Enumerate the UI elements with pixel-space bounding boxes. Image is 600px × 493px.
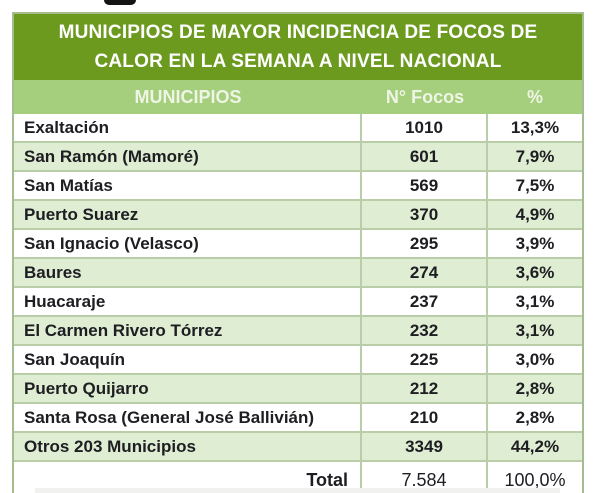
pct-cell: 7,5% (515, 175, 555, 195)
focos-cell: 569 (362, 172, 488, 199)
pct-cell: 3,1% (515, 320, 555, 340)
municipio-cell: San Ramón (Mamoré) (14, 143, 362, 170)
focos-cell: 274 (362, 259, 488, 286)
table-row: El Carmen Rivero Tórrez 232 3,1% (14, 315, 582, 344)
total-pct: 100,0% (504, 470, 566, 490)
column-header-municipios: MUNICIPIOS (134, 86, 242, 107)
table-row: Puerto Quijarro 212 2,8% (14, 373, 582, 402)
municipio-cell: Puerto Suarez (14, 201, 362, 228)
pct-cell: 3,6% (515, 262, 555, 282)
table-row: Otros 203 Municipios 3349 44,2% (14, 431, 582, 460)
focos-cell: 210 (362, 404, 488, 431)
pct-cell: 44,2% (510, 436, 560, 456)
table-title: MUNICIPIOS DE MAYOR INCIDENCIA DE FOCOS … (14, 14, 582, 80)
pct-cell: 3,9% (515, 233, 555, 253)
table-row: San Ignacio (Velasco) 295 3,9% (14, 228, 582, 257)
focos-cell: 237 (362, 288, 488, 315)
total-focos: 7.584 (362, 462, 488, 493)
pct-cell: 3,1% (515, 291, 555, 311)
table-row: Baures 274 3,6% (14, 257, 582, 286)
table-row: San Ramón (Mamoré) 601 7,9% (14, 141, 582, 170)
focos-cell: 212 (362, 375, 488, 402)
focos-cell: 225 (362, 346, 488, 373)
table-row: San Joaquín 225 3,0% (14, 344, 582, 373)
municipio-cell: San Joaquín (14, 346, 362, 373)
municipio-cell: San Matías (14, 172, 362, 199)
table-row: Puerto Suarez 370 4,9% (14, 199, 582, 228)
focos-cell: 3349 (362, 433, 488, 460)
column-header-pct: % (526, 86, 543, 107)
pct-cell: 2,8% (515, 407, 555, 427)
table-row: San Matías 569 7,5% (14, 170, 582, 199)
municipio-cell: Santa Rosa (General José Ballivián) (14, 404, 362, 431)
table-title-line1: MUNICIPIOS DE MAYOR INCIDENCIA DE FOCOS … (58, 21, 538, 43)
municipio-cell: Huacaraje (14, 288, 362, 315)
column-header-focos: N° Focos (385, 86, 465, 107)
focos-cell: 1010 (362, 114, 488, 141)
municipio-cell: Puerto Quijarro (14, 375, 362, 402)
table-row: Santa Rosa (General José Ballivián) 210 … (14, 402, 582, 431)
cropped-element-remnant (35, 488, 560, 493)
focos-cell: 370 (362, 201, 488, 228)
total-label: Total (14, 462, 362, 493)
table-title-line2: CALOR EN LA SEMANA A NIVEL NACIONAL (94, 51, 502, 72)
pct-cell: 2,8% (515, 378, 555, 398)
municipio-cell: Baures (14, 259, 362, 286)
focos-cell: 601 (362, 143, 488, 170)
municipio-cell: Exaltación (14, 114, 362, 141)
table-row: Huacaraje 237 3,1% (14, 286, 582, 315)
focos-cell: 232 (362, 317, 488, 344)
municipio-cell: Otros 203 Municipios (14, 433, 362, 460)
pct-cell: 7,9% (515, 146, 555, 166)
table-header-row: MUNICIPIOS N° Focos % (14, 80, 582, 114)
pct-cell: 4,9% (515, 204, 555, 224)
focos-cell: 295 (362, 230, 488, 257)
total-row: Total 7.584 100,0% (14, 460, 582, 493)
table-row: Exaltación 1010 13,3% (14, 114, 582, 141)
pct-cell: 3,0% (515, 349, 555, 369)
pct-cell: 13,3% (510, 117, 560, 137)
municipio-cell: San Ignacio (Velasco) (14, 230, 362, 257)
cropped-logo-remnant (104, 0, 136, 5)
municipio-cell: El Carmen Rivero Tórrez (14, 317, 362, 344)
focos-calor-table: MUNICIPIOS DE MAYOR INCIDENCIA DE FOCOS … (12, 12, 584, 493)
